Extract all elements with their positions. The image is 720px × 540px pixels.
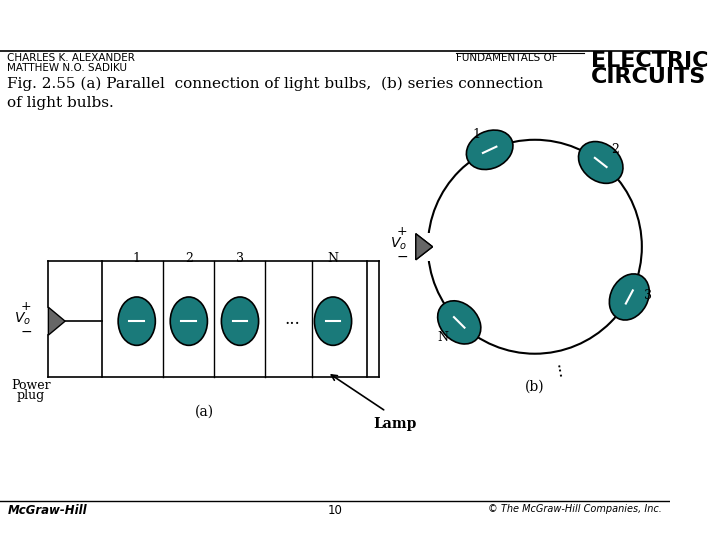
- Text: CHARLES K. ALEXANDER: CHARLES K. ALEXANDER: [7, 53, 135, 63]
- Text: 1: 1: [132, 252, 140, 265]
- Text: ...: ...: [284, 311, 300, 328]
- Text: $V_o$: $V_o$: [390, 236, 407, 252]
- Polygon shape: [48, 307, 65, 335]
- Text: 3: 3: [644, 288, 652, 302]
- Text: $-$: $-$: [396, 249, 408, 263]
- Text: 2: 2: [612, 143, 619, 156]
- Ellipse shape: [467, 130, 513, 170]
- Text: MATTHEW N.O. SADIKU: MATTHEW N.O. SADIKU: [7, 64, 127, 73]
- Text: 3: 3: [236, 252, 244, 265]
- Text: Power: Power: [11, 379, 50, 392]
- Bar: [414, 233, 434, 261]
- Text: $V_o$: $V_o$: [14, 310, 31, 327]
- Ellipse shape: [118, 297, 156, 346]
- Polygon shape: [416, 234, 433, 260]
- Text: CIRCUITS: CIRCUITS: [590, 67, 706, 87]
- Text: (b): (b): [525, 380, 545, 394]
- Text: ...: ...: [552, 362, 571, 381]
- Text: N: N: [437, 331, 448, 344]
- Ellipse shape: [578, 141, 623, 184]
- Ellipse shape: [170, 297, 207, 346]
- Text: Lamp: Lamp: [374, 417, 417, 431]
- Text: FUNDAMENTALS OF: FUNDAMENTALS OF: [456, 53, 557, 63]
- Text: +: +: [21, 300, 32, 313]
- Text: +: +: [397, 225, 408, 238]
- Text: ELECTRIC: ELECTRIC: [590, 51, 708, 71]
- Text: 2: 2: [185, 252, 193, 265]
- Text: © The McGraw-Hill Companies, Inc.: © The McGraw-Hill Companies, Inc.: [488, 504, 662, 515]
- Ellipse shape: [609, 274, 649, 320]
- Text: 10: 10: [328, 504, 342, 517]
- Text: McGraw-Hill: McGraw-Hill: [7, 504, 87, 517]
- Ellipse shape: [438, 301, 481, 344]
- Text: N: N: [328, 252, 338, 265]
- Ellipse shape: [315, 297, 351, 346]
- Text: (a): (a): [195, 405, 215, 419]
- Text: $-$: $-$: [20, 323, 32, 338]
- Bar: [102, 261, 367, 377]
- Ellipse shape: [221, 297, 258, 346]
- Text: plug: plug: [17, 389, 45, 402]
- Text: 1: 1: [472, 129, 481, 141]
- Text: Fig. 2.55 (a) Parallel  connection of light bulbs,  (b) series connection
of lig: Fig. 2.55 (a) Parallel connection of lig…: [7, 77, 544, 110]
